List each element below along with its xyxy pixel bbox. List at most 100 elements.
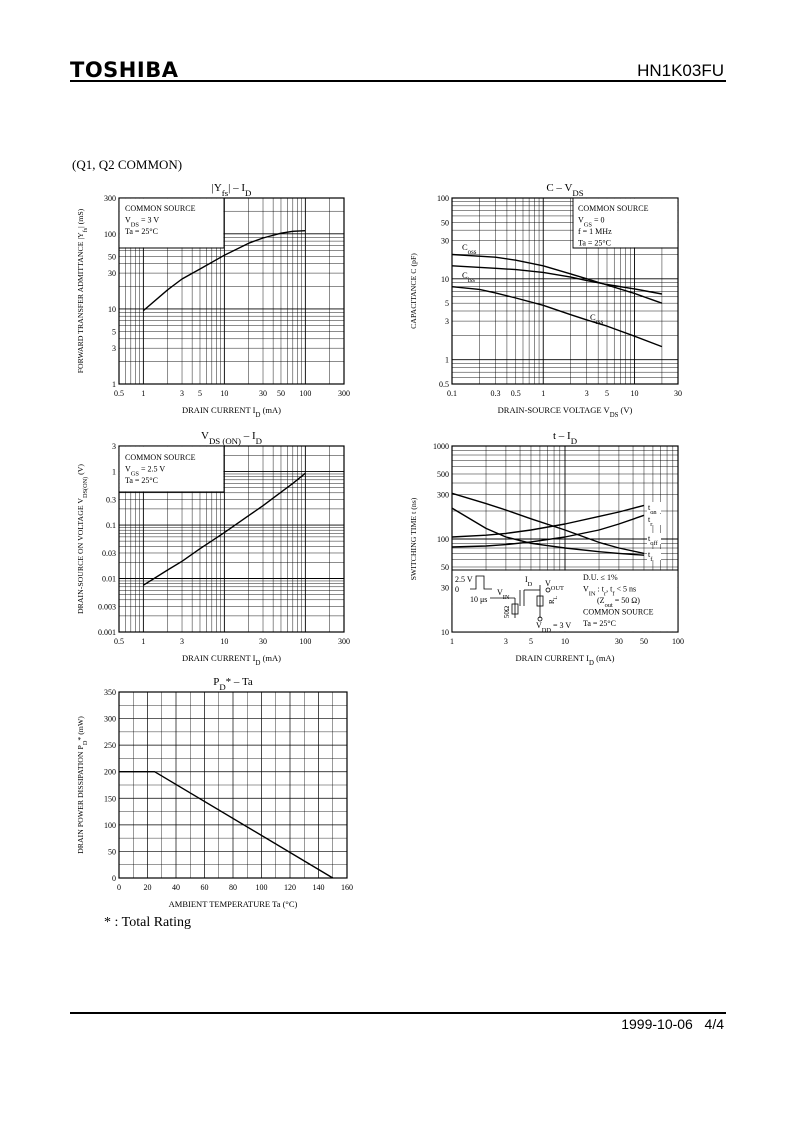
y-tick-label: 5 <box>445 299 449 308</box>
section-title: (Q1, Q2 COMMON) <box>72 157 183 172</box>
y-axis-label: FORWARD TRANSFER ADMITTANCE |Yfs| (mS) <box>76 208 89 373</box>
y-tick-label: 0.001 <box>98 628 116 637</box>
annotation-text: VIN : tr, tf < 5 ns <box>583 585 636 598</box>
y-tick-label: 350 <box>104 688 116 697</box>
header-rule <box>70 80 726 82</box>
x-tick-label: 0.1 <box>447 389 457 398</box>
footnote: * : Total Rating <box>104 915 192 930</box>
footer-date: 1999-10-06 <box>621 1016 693 1032</box>
y-tick-label: 100 <box>104 230 116 239</box>
series-label-bg <box>647 549 661 560</box>
plot-frame <box>451 197 679 385</box>
footer-rule <box>70 1012 726 1014</box>
x-tick-label: 100 <box>672 637 684 646</box>
y-axis-label: SWITCHING TIME t (ns) <box>409 497 418 580</box>
x-tick-label: 0.5 <box>114 389 124 398</box>
circuit-label: VOUT <box>545 579 564 592</box>
circuit-label: 0 <box>455 585 459 594</box>
y-tick-label: 500 <box>437 470 449 479</box>
series-group <box>451 492 645 556</box>
y-tick-label: 100 <box>437 535 449 544</box>
vdd-node <box>537 616 543 622</box>
y-tick-label: 0.1 <box>106 521 116 530</box>
x-tick-label: 3 <box>585 389 589 398</box>
x-tick-label: 5 <box>198 389 202 398</box>
x-tick-label: 10 <box>630 389 638 398</box>
y-tick-label: 250 <box>104 741 116 750</box>
y-tick-label: 100 <box>437 194 449 203</box>
series-label-bg <box>647 533 661 544</box>
x-tick-label: 40 <box>172 883 180 892</box>
series-label: toff <box>648 534 658 547</box>
chart-title: VDS (ON) – ID <box>201 430 262 446</box>
y-tick-label: 50 <box>441 218 449 227</box>
test-circuit <box>453 571 581 631</box>
x-tick-label: 3 <box>504 637 508 646</box>
y-tick-label: 0.003 <box>98 602 116 611</box>
x-tick-label: 50 <box>277 389 285 398</box>
series-line <box>142 230 306 312</box>
x-tick-label: 10 <box>220 389 228 398</box>
x-tick-label: 60 <box>201 883 209 892</box>
x-tick-label: 3 <box>180 389 184 398</box>
x-axis-label: DRAIN CURRENT ID (mA) <box>182 405 281 419</box>
series-line-tf <box>451 514 645 548</box>
brand-logo: TOSHIBA <box>70 58 179 82</box>
x-tick-label: 20 <box>144 883 152 892</box>
y-tick-label: 1 <box>445 356 449 365</box>
x-axis-label: DRAIN CURRENT ID (mA) <box>516 653 615 667</box>
series-label-bg <box>647 502 661 513</box>
plot-frame <box>118 197 345 385</box>
chart-title: t – ID <box>553 430 577 446</box>
y-axis-label: DRAIN POWER DISSIPATION PD* (mW) <box>76 716 89 854</box>
series-label: Coss <box>462 242 477 256</box>
x-tick-label: 30 <box>615 637 623 646</box>
circuit-label: 10 μs <box>470 595 487 604</box>
series-label: Crss <box>590 312 604 326</box>
series-line-Crss <box>451 286 663 348</box>
x-tick-label: 300 <box>338 637 350 646</box>
x-tick-label: 80 <box>229 883 237 892</box>
y-tick-label: 0.01 <box>102 575 116 584</box>
y-tick-label: 50 <box>108 252 116 261</box>
annotation-text: Ta = 25°C <box>125 476 158 485</box>
y-tick-label: 0.5 <box>439 380 449 389</box>
chart-title: C – VDS <box>546 182 583 198</box>
annotation-box-border <box>119 446 225 493</box>
y-tick-label: 3 <box>112 344 116 353</box>
annotation-text: COMMON SOURCE <box>125 204 196 213</box>
annotation-text: Ta = 25°C <box>125 227 158 236</box>
chart-title: PD* – Ta <box>213 676 253 692</box>
x-tick-label: 1 <box>450 637 454 646</box>
y-tick-label: 150 <box>104 794 116 803</box>
annotation-box <box>119 446 224 492</box>
annotation-text: COMMON SOURCE <box>578 204 649 213</box>
x-tick-label: 1 <box>141 637 145 646</box>
y-tick-label: 300 <box>104 194 116 203</box>
resistor-rl <box>536 595 544 607</box>
x-tick-label: 30 <box>259 637 267 646</box>
annotation-text: f = 1 MHz <box>578 227 612 236</box>
x-tick-label: 0.3 <box>491 389 501 398</box>
x-tick-label: 30 <box>259 389 267 398</box>
annotation-text: (Zout = 50 Ω) <box>597 596 640 609</box>
chart-5: 0 20 40 60 80 100 120 140 160 0 50 100 150 200 250 300 3… <box>76 676 353 909</box>
y-tick-label: 50 <box>108 847 116 856</box>
circuit-label: VIN <box>497 588 510 601</box>
plot-frame <box>451 445 679 633</box>
x-tick-label: 140 <box>313 883 325 892</box>
y-tick-label: 10 <box>441 275 449 284</box>
x-tick-label: 5 <box>529 637 533 646</box>
series-line-toff <box>451 504 645 538</box>
y-tick-label: 100 <box>104 821 116 830</box>
footer: 1999-10-06 4/4 <box>621 1016 724 1032</box>
x-tick-label: 300 <box>338 389 350 398</box>
circuit-label: ID <box>525 575 533 588</box>
series-line-ton <box>451 492 645 555</box>
circuit-label: RL <box>548 595 559 604</box>
series-group <box>119 771 334 879</box>
annotation-text: D.U. ≤ 1% <box>583 573 618 582</box>
grid <box>118 691 348 879</box>
plot-frame <box>118 445 345 633</box>
